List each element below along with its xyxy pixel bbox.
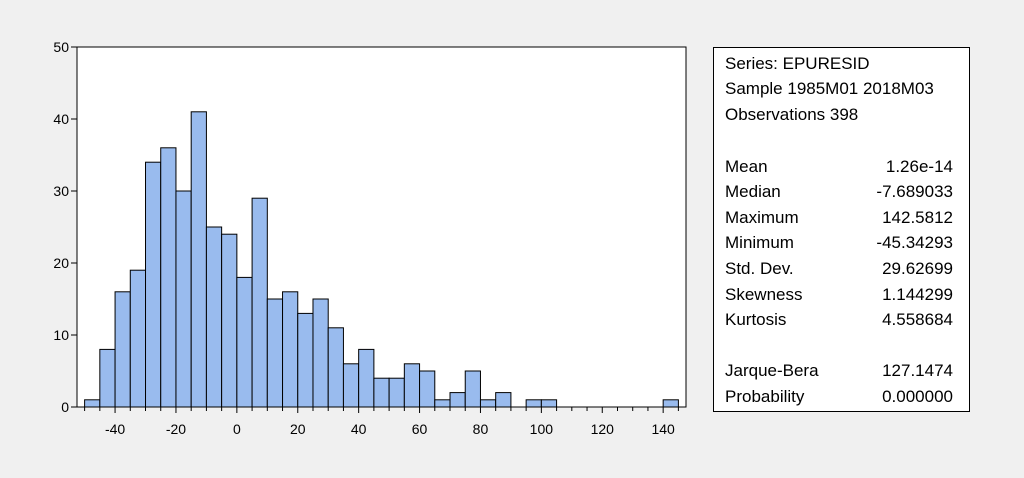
stat-label: Median xyxy=(725,182,781,201)
stat-row-jarque-bera: Jarque-Bera 127.1474 xyxy=(725,361,953,383)
stat-value: 1.26e-14 xyxy=(885,157,953,176)
x-tick-label: 20 xyxy=(290,421,306,437)
histogram-bar xyxy=(190,111,207,408)
histogram-bar xyxy=(419,370,436,408)
stat-row-minimum: Minimum -45.34293 xyxy=(725,233,953,255)
y-tick-label: 50 xyxy=(53,39,69,55)
observations-count: Observations 398 xyxy=(725,105,859,124)
sample-range: Sample 1985M01 2018M03 xyxy=(725,79,934,98)
histogram-bar xyxy=(434,399,451,408)
histogram-bar xyxy=(297,312,314,408)
x-tick-label: 140 xyxy=(651,421,675,437)
histogram-bar xyxy=(662,399,679,408)
histogram-bar xyxy=(358,348,375,408)
stat-label: Mean xyxy=(725,157,768,176)
histogram-bar xyxy=(251,197,268,408)
stat-row-skewness: Skewness 1.144299 xyxy=(725,285,953,307)
stat-value: 142.5812 xyxy=(882,208,953,227)
histogram-bar xyxy=(129,269,147,408)
histogram-bar xyxy=(160,147,177,408)
y-tick-label: 20 xyxy=(53,255,69,271)
histogram-bar xyxy=(221,233,238,408)
x-tick-label: 80 xyxy=(473,421,489,437)
histogram-bar xyxy=(403,363,421,408)
stat-value: 4.558684 xyxy=(882,310,953,329)
histogram-bar xyxy=(373,377,390,408)
series-name: Series: EPURESID xyxy=(725,54,870,73)
histogram-bar xyxy=(282,291,299,408)
histogram-bar xyxy=(388,377,405,408)
histogram-bar xyxy=(495,392,512,408)
histogram-bar xyxy=(540,399,558,408)
x-tick-label: -20 xyxy=(166,421,186,437)
x-tick-label: 120 xyxy=(591,421,615,437)
histogram-bar xyxy=(479,399,497,408)
stat-label: Minimum xyxy=(725,233,794,252)
statistics-panel: Series: EPURESID Sample 1985M01 2018M03 … xyxy=(713,47,970,412)
stat-row-probability: Probability 0.000000 xyxy=(725,387,953,409)
x-tick-label: 0 xyxy=(233,421,241,437)
histogram-bar xyxy=(266,298,284,408)
stat-value: 0.000000 xyxy=(882,387,953,406)
stat-row-median: Median -7.689033 xyxy=(725,182,953,204)
stat-label: Kurtosis xyxy=(725,310,787,329)
stat-label: Maximum xyxy=(725,208,799,227)
histogram-bar xyxy=(205,226,223,408)
x-tick-label: 100 xyxy=(530,421,554,437)
stat-row-maximum: Maximum 142.5812 xyxy=(725,208,953,230)
histogram-bar xyxy=(327,327,344,408)
y-tick-label: 10 xyxy=(53,327,69,343)
stat-value: 29.62699 xyxy=(882,259,953,278)
stat-value: -7.689033 xyxy=(876,182,953,201)
x-axis: -40 -20 0 20 40 60 80 100 120 140 xyxy=(84,407,679,437)
histogram-bar xyxy=(525,399,542,408)
stat-label: Skewness xyxy=(725,285,803,304)
stat-value: 127.1474 xyxy=(882,361,953,380)
stat-label: Std. Dev. xyxy=(725,259,794,278)
stat-row-std-dev: Std. Dev. 29.62699 xyxy=(725,259,953,281)
y-tick-label: 0 xyxy=(61,399,69,415)
histogram-bar xyxy=(236,276,253,408)
stat-value: 1.144299 xyxy=(882,285,953,304)
histogram-bar xyxy=(99,348,116,408)
y-tick-label: 30 xyxy=(53,183,69,199)
x-tick-label: 60 xyxy=(412,421,428,437)
y-axis: 0 10 20 30 40 50 xyxy=(53,39,77,415)
histogram-bar xyxy=(342,363,360,408)
histogram-bar xyxy=(464,370,481,408)
histogram-bar xyxy=(449,392,466,408)
bar-group xyxy=(84,111,679,408)
stat-row-kurtosis: Kurtosis 4.558684 xyxy=(725,310,953,332)
stat-row-mean: Mean 1.26e-14 xyxy=(725,157,953,179)
stat-value: -45.34293 xyxy=(876,233,953,252)
y-tick-label: 40 xyxy=(53,111,69,127)
histogram-bar xyxy=(145,161,162,408)
x-tick-label: 40 xyxy=(351,421,367,437)
histogram-bar xyxy=(312,298,329,408)
stat-label: Probability xyxy=(725,387,805,406)
histogram-bar xyxy=(175,190,192,408)
x-tick-label: -40 xyxy=(105,421,125,437)
histogram-bar xyxy=(84,399,101,408)
histogram-bar xyxy=(114,291,131,408)
stat-label: Jarque-Bera xyxy=(725,361,819,380)
